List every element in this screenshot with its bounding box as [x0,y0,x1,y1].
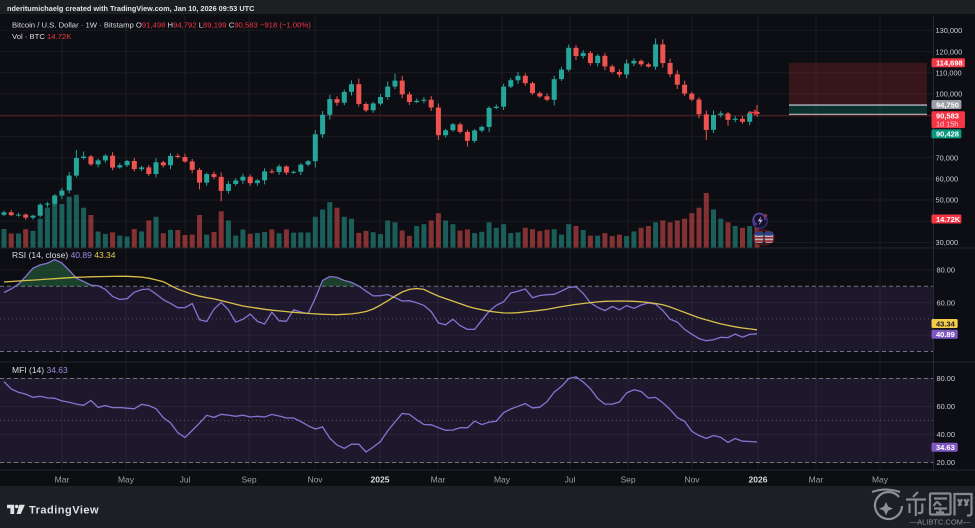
svg-text:TradingView: TradingView [29,505,99,517]
svg-text:20.00: 20.00 [937,458,956,467]
svg-text:Jul: Jul [565,475,576,485]
svg-text:Sep: Sep [241,475,256,485]
svg-text:14.72K: 14.72K [936,215,961,224]
svg-text:Nov: Nov [307,475,323,485]
svg-text:34.63: 34.63 [936,443,955,452]
svg-text:43.34: 43.34 [936,319,956,328]
svg-text:60.00: 60.00 [937,298,956,307]
svg-text:80.00: 80.00 [937,374,956,383]
svg-text:60,000: 60,000 [936,175,959,184]
svg-text:Jul: Jul [180,475,191,485]
svg-text:120,000: 120,000 [936,47,963,56]
svg-text:May: May [872,475,889,485]
svg-text:40.89: 40.89 [936,330,955,339]
svg-text:May: May [494,475,511,485]
svg-text:60.00: 60.00 [937,402,956,411]
svg-text:nderitumichaelg created with T: nderitumichaelg created with TradingView… [7,4,255,13]
svg-text:50,000: 50,000 [936,196,959,205]
svg-text:100,000: 100,000 [936,90,963,99]
svg-text:90,428: 90,428 [936,130,959,139]
svg-text:40.00: 40.00 [937,430,956,439]
svg-text:Mar: Mar [809,475,824,485]
svg-text:130,000: 130,000 [936,26,963,35]
svg-text:1d 15h: 1d 15h [936,119,958,128]
svg-text:80.00: 80.00 [937,266,956,275]
svg-text:2026: 2026 [749,475,768,485]
svg-text:110,000: 110,000 [936,69,962,78]
svg-text:Sep: Sep [620,475,635,485]
svg-text:Nov: Nov [684,475,700,485]
svg-text:RSI (14, close) 40.89 43.34: RSI (14, close) 40.89 43.34 [12,250,116,260]
svg-text:MFI (14) 34.63: MFI (14) 34.63 [12,365,68,375]
svg-text:Bitcoin / U.S. Dollar · 1W · B: Bitcoin / U.S. Dollar · 1W · Bitstamp O9… [12,21,311,30]
svg-text:114,698: 114,698 [936,59,963,68]
svg-text:30,000: 30,000 [936,238,959,247]
svg-text:Vol · BTC 14.72K: Vol · BTC 14.72K [12,32,72,41]
svg-text:94,750: 94,750 [936,100,959,109]
svg-text:90,583: 90,583 [936,111,959,120]
svg-text:Mar: Mar [431,475,446,485]
svg-text:May: May [118,475,135,485]
svg-text:2025: 2025 [371,475,390,485]
svg-text:Mar: Mar [55,475,70,485]
svg-text:—ALIBTC.COM—: —ALIBTC.COM— [910,518,971,527]
svg-text:70,000: 70,000 [936,153,959,162]
